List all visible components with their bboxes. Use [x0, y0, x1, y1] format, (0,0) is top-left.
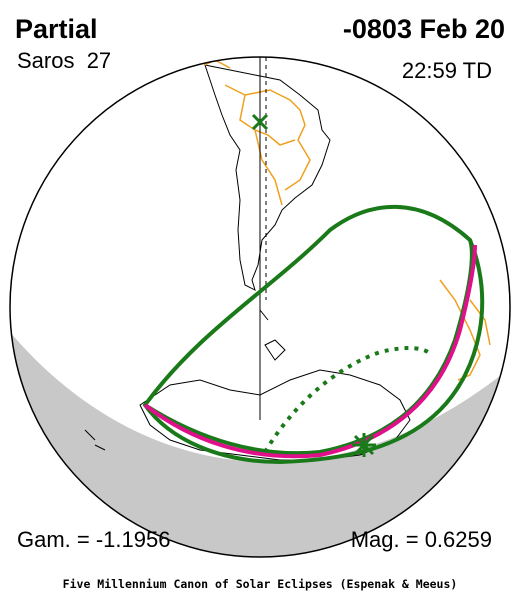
time: 22:59 TD — [402, 58, 492, 83]
gamma: Gam. = -1.1956 — [17, 527, 170, 552]
south-pacific-islands — [84, 429, 106, 451]
footer: Five Millennium Canon of Solar Eclipses … — [63, 577, 458, 591]
greatest-eclipse-marker — [352, 433, 376, 457]
saros: Saros 27 — [17, 48, 111, 73]
south-america — [204, 64, 331, 291]
globe-outline — [9, 56, 511, 558]
penumbra-outer — [142, 204, 485, 465]
eclipse-type: Partial — [15, 14, 98, 44]
eclipse-date: -0803 Feb 20 — [343, 14, 505, 44]
subsolar-marker — [251, 113, 269, 131]
magnitude: Mag. = 0.6259 — [351, 527, 492, 552]
max-eclipse-curve — [143, 244, 477, 459]
